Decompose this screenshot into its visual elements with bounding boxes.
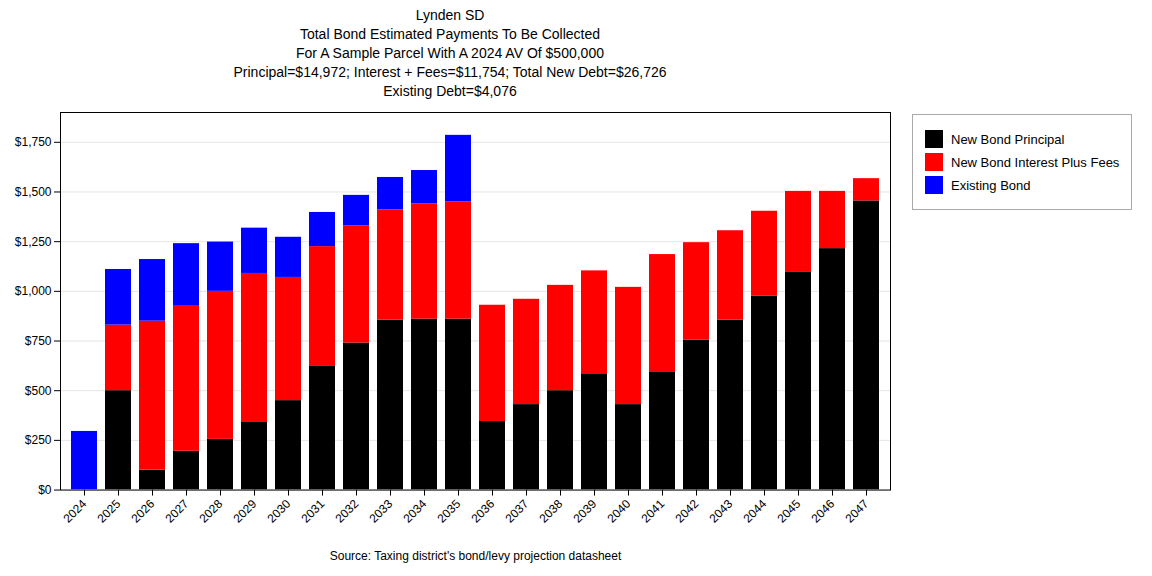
svg-text:2040: 2040 bbox=[605, 497, 634, 526]
svg-text:$1,500: $1,500 bbox=[15, 185, 52, 199]
svg-text:2035: 2035 bbox=[435, 497, 464, 526]
svg-text:$250: $250 bbox=[25, 434, 52, 448]
html-text:Lynden SD: Lynden SD bbox=[415, 7, 485, 23]
svg-text:2039: 2039 bbox=[571, 497, 600, 526]
html-text:Principal=$14,972; Interest +: Principal=$14,972; Interest + Fees=$11,7… bbox=[233, 63, 667, 80]
svg-text:2027: 2027 bbox=[163, 497, 192, 526]
svg-text:2036: 2036 bbox=[469, 497, 498, 526]
svg-text:2047: 2047 bbox=[843, 497, 872, 526]
svg-text:$750: $750 bbox=[25, 334, 52, 348]
svg-text:2032: 2032 bbox=[333, 497, 362, 526]
html-text:For A Sample Parcel With A 202: For A Sample Parcel With A 2024 AV Of $5… bbox=[296, 44, 604, 61]
svg-text:$1,000: $1,000 bbox=[15, 285, 52, 299]
svg-text:$1,250: $1,250 bbox=[15, 235, 52, 249]
svg-text:2025: 2025 bbox=[95, 497, 124, 526]
html-text:Existing Debt=$4,076: Existing Debt=$4,076 bbox=[383, 82, 517, 99]
svg-text:2043: 2043 bbox=[707, 497, 736, 526]
svg-text:$500: $500 bbox=[25, 384, 52, 398]
svg-text:2045: 2045 bbox=[775, 497, 804, 526]
html-text:New Bond Principal: New Bond Principal bbox=[951, 132, 1065, 147]
html-text:Existing Bond: Existing Bond bbox=[951, 178, 1031, 193]
svg-text:2042: 2042 bbox=[673, 497, 702, 526]
svg-text:2037: 2037 bbox=[503, 497, 532, 526]
svg-text:2041: 2041 bbox=[639, 497, 668, 526]
svg-text:2026: 2026 bbox=[129, 497, 158, 526]
svg-text:$1,750: $1,750 bbox=[15, 136, 52, 150]
svg-text:2028: 2028 bbox=[197, 497, 226, 526]
html-text:Total Bond Estimated Payments: Total Bond Estimated Payments To Be Coll… bbox=[299, 25, 601, 42]
svg-text:2046: 2046 bbox=[809, 497, 838, 526]
svg-text:2031: 2031 bbox=[299, 497, 328, 526]
svg-text:2029: 2029 bbox=[231, 497, 260, 526]
html-text:New Bond Interest Plus Fees: New Bond Interest Plus Fees bbox=[951, 155, 1120, 170]
svg-text:2044: 2044 bbox=[741, 497, 770, 526]
svg-text:$0: $0 bbox=[38, 483, 52, 497]
svg-text:2038: 2038 bbox=[537, 497, 566, 526]
svg-text:Source: Taxing district's bond: Source: Taxing district's bond/levy proj… bbox=[330, 550, 622, 564]
svg-text:2030: 2030 bbox=[265, 497, 294, 526]
svg-text:2024: 2024 bbox=[61, 497, 90, 526]
svg-text:2034: 2034 bbox=[401, 497, 430, 526]
svg-text:2033: 2033 bbox=[367, 497, 396, 526]
